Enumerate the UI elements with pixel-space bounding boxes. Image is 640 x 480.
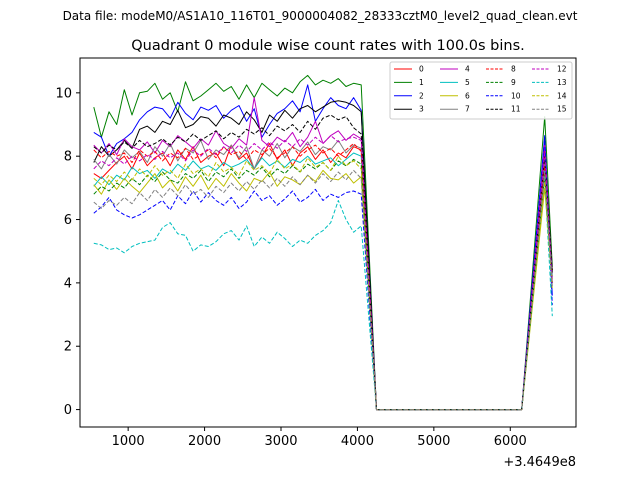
x-tick-label: 6000 [494, 434, 527, 449]
series-line-7 [93, 139, 553, 411]
legend-label-14: 14 [557, 91, 567, 100]
legend-label-13: 13 [557, 78, 567, 87]
series-line-8 [93, 143, 553, 411]
legend-label-2: 2 [419, 91, 424, 100]
legend-label-7: 7 [465, 105, 470, 114]
figure-suptitle: Data file: modeM0/AS1A10_116T01_90000040… [63, 9, 578, 23]
series-line-10 [93, 136, 553, 411]
y-tick-label: 8 [64, 150, 72, 165]
series-line-9 [93, 158, 553, 411]
legend-label-1: 1 [419, 78, 424, 87]
y-tick-label: 2 [64, 340, 72, 355]
series-line-4 [93, 97, 553, 411]
x-tick-label: 5000 [417, 434, 450, 449]
legend-label-8: 8 [511, 65, 516, 74]
series-line-6 [93, 169, 553, 411]
series-line-13 [93, 177, 553, 411]
legend-label-0: 0 [419, 65, 424, 74]
legend-label-5: 5 [465, 78, 470, 87]
legend-frame [389, 61, 573, 120]
x-tick-label: 4000 [341, 434, 374, 449]
series-line-11 [93, 114, 553, 411]
y-tick-label: 10 [55, 86, 72, 101]
chart-title: Quadrant 0 module wise count rates with … [131, 38, 525, 54]
x-tick-label: 3000 [264, 434, 297, 449]
legend-label-11: 11 [511, 105, 521, 114]
legend-label-12: 12 [557, 65, 567, 74]
x-tick-label: 2000 [188, 434, 221, 449]
series-line-3 [93, 100, 553, 411]
legend-label-6: 6 [465, 91, 470, 100]
legend-label-9: 9 [511, 78, 516, 87]
legend-label-3: 3 [419, 105, 424, 114]
series-line-0 [93, 143, 553, 411]
series-line-15 [93, 169, 553, 411]
x-tick-label: 1000 [112, 434, 145, 449]
y-tick-label: 4 [64, 276, 72, 291]
y-tick-label: 0 [64, 403, 72, 418]
legend-label-15: 15 [557, 105, 567, 114]
legend-label-10: 10 [511, 91, 521, 100]
legend-label-4: 4 [465, 65, 470, 74]
axes-frame [79, 57, 577, 428]
series-line-2 [93, 84, 553, 411]
x-axis-offset-label: +3.4649e8 [503, 455, 576, 470]
series-line-12 [93, 135, 553, 411]
series-line-5 [93, 152, 553, 411]
y-tick-label: 6 [64, 213, 72, 228]
series-line-1 [93, 74, 553, 411]
series-line-14 [93, 155, 553, 411]
